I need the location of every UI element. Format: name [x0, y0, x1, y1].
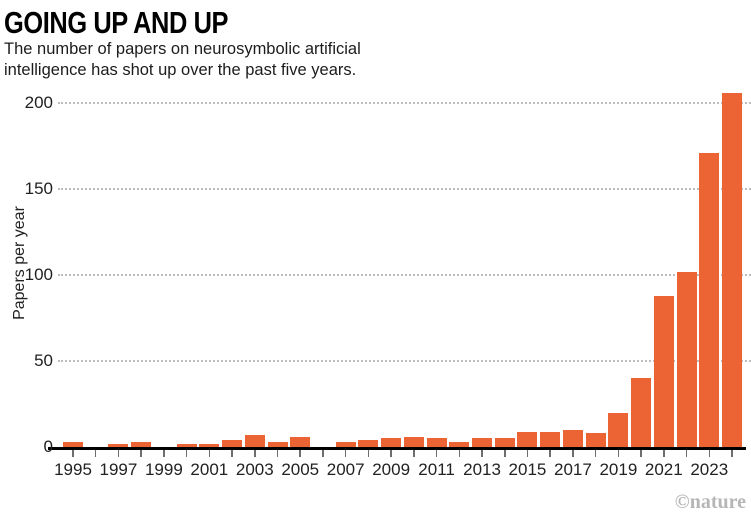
x-tick-label-2013: 2013	[463, 460, 501, 479]
x-tick-2024	[731, 450, 733, 457]
bar-2013	[472, 438, 493, 447]
x-tick-label-1997: 1997	[99, 460, 138, 479]
chart-subtitle-line-2: intelligence has shot up over the past f…	[4, 61, 357, 79]
x-tick-label-2011: 2011	[418, 460, 455, 479]
bar-1995	[63, 441, 83, 447]
x-tick-label-2009: 2009	[372, 460, 411, 479]
x-tick-2009	[390, 450, 392, 457]
bar-2012	[449, 441, 470, 447]
x-tick-label-2001: 2001	[190, 460, 229, 479]
y-tick-label-50: 50	[34, 351, 53, 371]
x-tick-label-2015: 2015	[508, 460, 547, 479]
x-tick-2004	[276, 450, 279, 457]
y-tick-label-100: 100	[24, 265, 53, 285]
bar-2003	[244, 434, 265, 447]
bar-1997	[108, 443, 129, 447]
x-tick-label-2007: 2007	[326, 460, 365, 479]
bar-2024	[721, 93, 742, 447]
x-tick-1995	[72, 450, 74, 457]
x-tick-2008	[367, 450, 370, 457]
chart-subtitle-line-1: The number of papers on neurosymbolic ar…	[4, 40, 361, 58]
x-tick-2017	[572, 450, 574, 457]
bar-2009	[381, 438, 402, 447]
x-axis-line	[48, 446, 746, 450]
bar-2017	[562, 429, 583, 447]
chart-title: GOING UP AND UP	[4, 5, 229, 40]
x-tick-1996	[94, 450, 97, 457]
bar-2010	[403, 436, 424, 447]
gridline-100	[58, 274, 751, 277]
x-tick-2000	[185, 450, 188, 457]
x-tick-2015	[526, 450, 529, 457]
bar-2007	[335, 441, 356, 447]
x-tick-2016	[549, 450, 551, 457]
x-tick-1997	[117, 450, 120, 457]
x-tick-1999	[163, 450, 165, 457]
x-tick-label-1995: 1995	[54, 460, 92, 479]
bar-2004	[267, 441, 288, 447]
bar-2023	[699, 153, 720, 447]
x-tick-2018	[594, 450, 597, 457]
x-tick-2019	[617, 450, 620, 457]
x-tick-2001	[208, 450, 211, 457]
y-tick-label-0: 0	[43, 437, 53, 456]
x-tick-2023	[708, 450, 711, 457]
bar-1998	[131, 441, 152, 447]
bar-2000	[176, 443, 197, 447]
x-tick-label-2023: 2023	[690, 460, 729, 479]
bar-2018	[585, 433, 606, 447]
bar-2019	[608, 412, 629, 447]
bar-2001	[199, 443, 220, 447]
gridline-200	[58, 102, 751, 105]
bar-2011	[426, 438, 447, 447]
y-tick-label-200: 200	[24, 93, 53, 113]
bar-2022	[676, 271, 697, 447]
x-tick-2021	[663, 450, 665, 457]
x-tick-2005	[299, 450, 301, 457]
bar-2008	[358, 440, 379, 447]
x-tick-label-2003: 2003	[235, 460, 274, 479]
x-tick-label-2005: 2005	[281, 460, 320, 479]
x-tick-2020	[640, 450, 642, 457]
x-tick-2022	[685, 450, 688, 457]
bar-2020	[631, 378, 652, 447]
x-tick-label-2019: 2019	[599, 460, 638, 479]
gridline-50	[58, 360, 751, 363]
x-tick-2012	[458, 450, 461, 457]
bar-2021	[653, 295, 674, 447]
x-tick-2003	[254, 450, 256, 457]
bar-2014	[494, 438, 515, 447]
x-tick-label-2017: 2017	[554, 460, 592, 479]
x-tick-2006	[322, 450, 324, 457]
x-tick-2014	[504, 450, 506, 457]
x-tick-2013	[481, 450, 483, 457]
bar-2002	[222, 440, 243, 447]
bar-2016	[540, 431, 561, 447]
bar-2015	[517, 431, 538, 447]
x-tick-2010	[413, 450, 415, 457]
x-tick-1998	[140, 450, 142, 457]
gridline-150	[58, 188, 751, 191]
x-tick-label-2021: 2021	[644, 460, 683, 479]
x-tick-label-1999: 1999	[144, 460, 183, 479]
x-tick-2011	[435, 450, 438, 457]
bar-2005	[290, 436, 311, 447]
y-axis-title: Papers per year	[11, 206, 28, 320]
x-tick-2007	[344, 450, 347, 457]
nature-watermark: ©nature	[674, 491, 746, 513]
x-tick-2002	[231, 450, 233, 457]
y-tick-label-150: 150	[24, 179, 53, 199]
